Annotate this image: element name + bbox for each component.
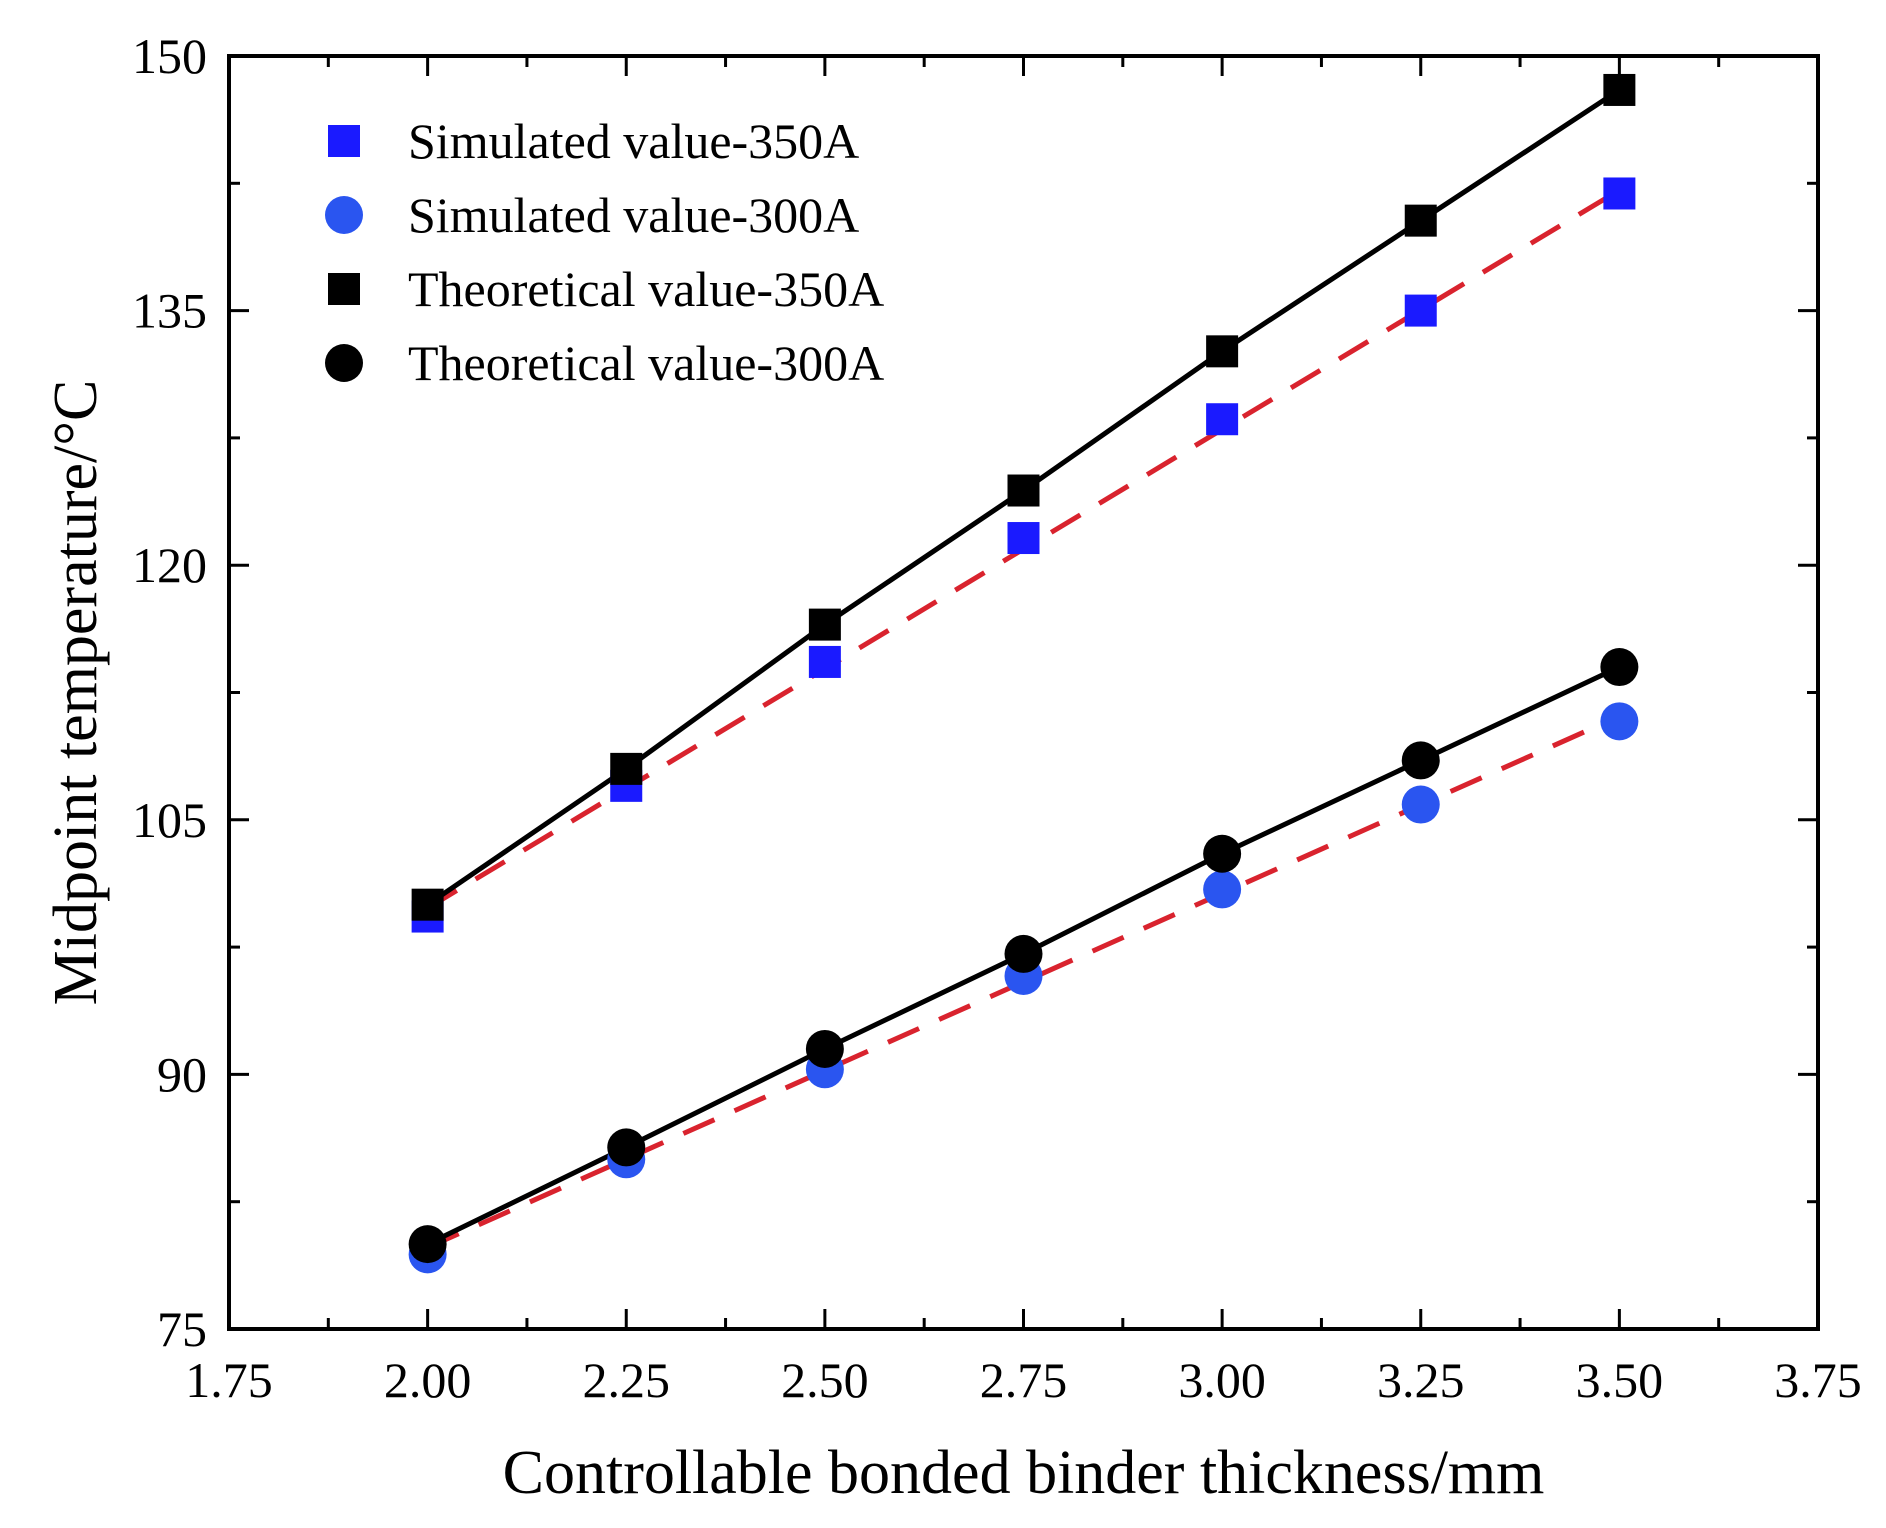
x-tick-label: 1.75 bbox=[185, 1352, 273, 1408]
series-markers bbox=[408, 73, 1639, 1274]
x-tick-label: 3.25 bbox=[1377, 1352, 1465, 1408]
plot-frame bbox=[227, 54, 1820, 1331]
x-tick-label: 3.50 bbox=[1576, 1352, 1664, 1408]
y-tick-label: 150 bbox=[132, 28, 207, 84]
data-point-3-5 bbox=[1401, 741, 1440, 780]
data-point-0-3 bbox=[1007, 522, 1040, 555]
y-tick-label: 120 bbox=[132, 537, 207, 593]
legend-marker-0 bbox=[328, 125, 360, 157]
x-tick-label: 2.75 bbox=[980, 1352, 1068, 1408]
data-point-0-4 bbox=[1206, 403, 1239, 436]
y-tick-label: 105 bbox=[132, 792, 207, 848]
y-tick-label: 75 bbox=[157, 1301, 207, 1357]
data-point-3-3 bbox=[1004, 934, 1043, 973]
x-tick-label: 3.75 bbox=[1774, 1352, 1862, 1408]
y-tick-label: 90 bbox=[157, 1046, 207, 1102]
data-point-1-5 bbox=[1401, 785, 1440, 824]
legend-label-2: Theoretical value-350A bbox=[408, 261, 884, 317]
tick-labels: 1.75 2.00 2.25 2.50 2.75 3.00 3.25 3.50 3.75 75 90… bbox=[132, 28, 1862, 1408]
data-point-0-5 bbox=[1404, 294, 1437, 327]
x-tick-label: 3.00 bbox=[1178, 1352, 1266, 1408]
x-tick-label: 2.00 bbox=[384, 1352, 472, 1408]
data-point-2-5 bbox=[1404, 204, 1437, 237]
data-point-3-6 bbox=[1600, 648, 1639, 687]
legend-label-3: Theoretical value-300A bbox=[408, 335, 884, 391]
x-axis-label: Controllable bonded binder thickness/mm bbox=[503, 1439, 1545, 1507]
data-point-3-4 bbox=[1203, 834, 1242, 873]
y-tick-label: 135 bbox=[132, 283, 207, 339]
x-tick-label: 2.50 bbox=[781, 1352, 869, 1408]
legend-label-1: Simulated value-300A bbox=[408, 187, 859, 243]
data-point-0-6 bbox=[1603, 177, 1636, 210]
data-point-2-4 bbox=[1206, 335, 1239, 368]
data-point-1-6 bbox=[1600, 702, 1639, 741]
x-tick-label: 2.25 bbox=[583, 1352, 671, 1408]
data-point-3-2 bbox=[805, 1029, 844, 1068]
legend-marker-1 bbox=[325, 196, 363, 234]
legend-marker-3 bbox=[325, 344, 363, 382]
legend-marker-2 bbox=[328, 273, 360, 305]
axes bbox=[227, 54, 1820, 1331]
legend-label-0: Simulated value-350A bbox=[408, 113, 859, 169]
data-point-3-1 bbox=[607, 1128, 646, 1167]
data-point-2-6 bbox=[1603, 73, 1636, 106]
data-point-2-3 bbox=[1007, 474, 1040, 507]
data-point-0-2 bbox=[808, 645, 841, 678]
data-point-1-4 bbox=[1203, 870, 1242, 909]
data-point-3-0 bbox=[408, 1225, 447, 1264]
data-point-2-1 bbox=[610, 752, 643, 785]
y-axis-label: Midpoint temperature/°C bbox=[42, 380, 110, 1006]
data-point-2-2 bbox=[808, 608, 841, 641]
legend: Simulated value-350A Simulated value-300A… bbox=[325, 113, 884, 391]
data-point-2-0 bbox=[411, 888, 444, 921]
